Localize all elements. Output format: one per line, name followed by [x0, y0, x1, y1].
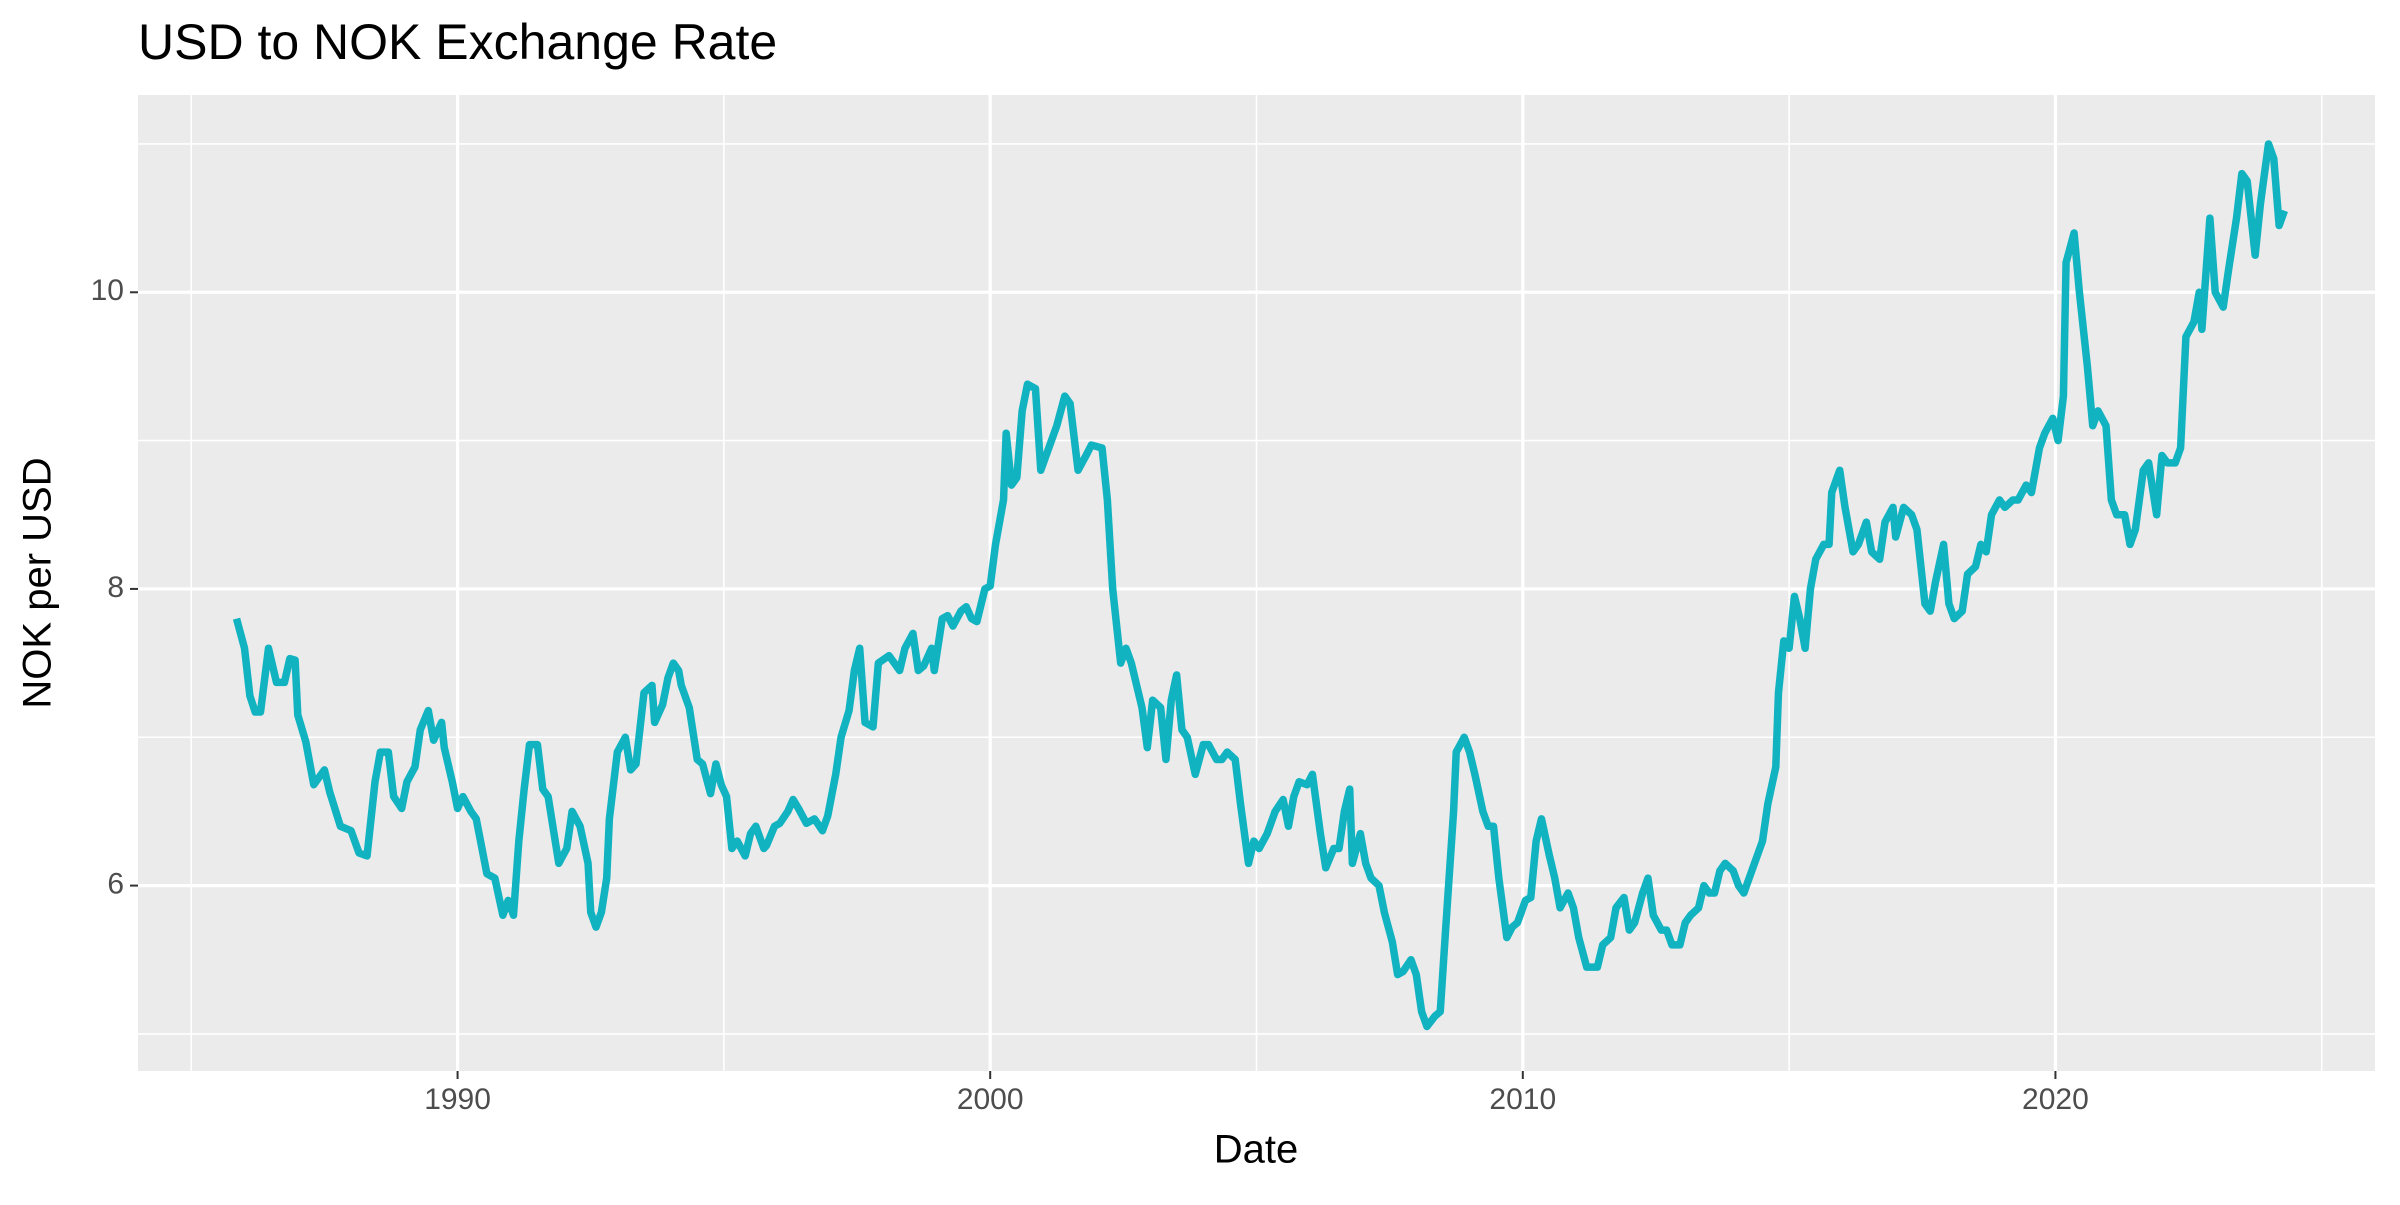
x-axis-title: Date	[1214, 1128, 1299, 1172]
y-tick-label: 6	[107, 868, 124, 901]
y-axis-title: NOK per USD	[16, 457, 60, 708]
x-tick-label: 2000	[957, 1083, 1024, 1116]
chart-title: USD to NOK Exchange Rate	[138, 14, 777, 70]
y-tick-label: 10	[91, 274, 124, 307]
x-tick-label: 1990	[424, 1083, 491, 1116]
x-tick-label: 2020	[2022, 1083, 2089, 1116]
y-tick-label: 8	[107, 571, 124, 604]
data-line	[232, 140, 2288, 1031]
x-tick-label: 2010	[1489, 1083, 1556, 1116]
